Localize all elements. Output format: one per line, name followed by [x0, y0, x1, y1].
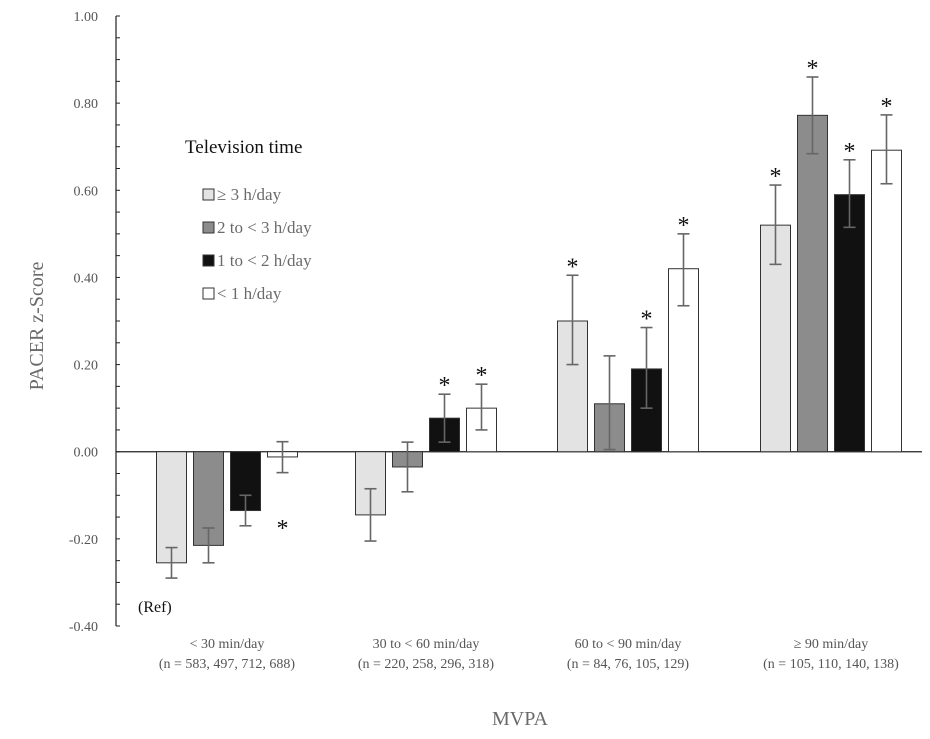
y-tick-label: -0.20 [69, 533, 98, 548]
category-labels: < 30 min/day (n = 583, 497, 712, 688) 30 t… [159, 637, 899, 672]
legend-label: ≥ 3 h/day [217, 185, 282, 204]
y-tick-label: 0.60 [74, 184, 99, 199]
y-axis-title: PACER z-Score [26, 262, 48, 391]
category-label: 60 to < 90 min/day [575, 637, 682, 652]
legend-title: Television time [185, 137, 302, 158]
bar [156, 451, 187, 564]
significance-star: * [439, 373, 451, 399]
legend-swatch [202, 287, 215, 300]
significance-markers: * * * * * * * * * * [277, 56, 893, 542]
significance-star: * [770, 164, 782, 190]
error-bars [165, 76, 893, 579]
y-tick-label: 0.80 [74, 97, 99, 112]
significance-star: * [807, 56, 819, 82]
category-label: ≥ 90 min/day [794, 637, 869, 652]
significance-star: * [641, 307, 653, 333]
bar [797, 114, 828, 453]
category-label: 30 to < 60 min/day [373, 637, 480, 652]
category-n-label: (n = 105, 110, 140, 138) [763, 657, 899, 672]
legend-label: 2 to < 3 h/day [217, 218, 312, 237]
legend-swatch [202, 221, 215, 234]
legend-swatch [202, 188, 215, 201]
y-tick-label: -0.40 [69, 620, 98, 635]
y-tick-label: 0.00 [74, 446, 99, 461]
bar [871, 149, 902, 453]
legend: Television time ≥ 3 h/day 2 to < 3 h/day 1… [185, 137, 312, 303]
legend-label: < 1 h/day [217, 284, 282, 303]
y-tick-label: 0.40 [74, 271, 99, 286]
category-label: < 30 min/day [190, 637, 265, 652]
category-n-label: (n = 583, 497, 712, 688) [159, 657, 296, 672]
significance-star: * [678, 213, 690, 239]
category-n-label: (n = 84, 76, 105, 129) [567, 657, 690, 672]
category-n-label: (n = 220, 258, 296, 318) [358, 657, 495, 672]
significance-star: * [844, 139, 856, 165]
y-tick-label: 0.20 [74, 359, 99, 374]
significance-star: * [567, 254, 579, 280]
significance-star: * [881, 94, 893, 120]
significance-star: * [476, 363, 488, 389]
bars [156, 114, 902, 564]
significance-star: * [277, 516, 289, 542]
y-tick-label: 1.00 [74, 10, 99, 25]
x-axis-title: MVPA [492, 708, 549, 730]
bar [834, 194, 865, 453]
legend-swatch [202, 254, 215, 267]
ref-annotation: (Ref) [138, 599, 172, 616]
legend-label: 1 to < 2 h/day [217, 251, 312, 270]
